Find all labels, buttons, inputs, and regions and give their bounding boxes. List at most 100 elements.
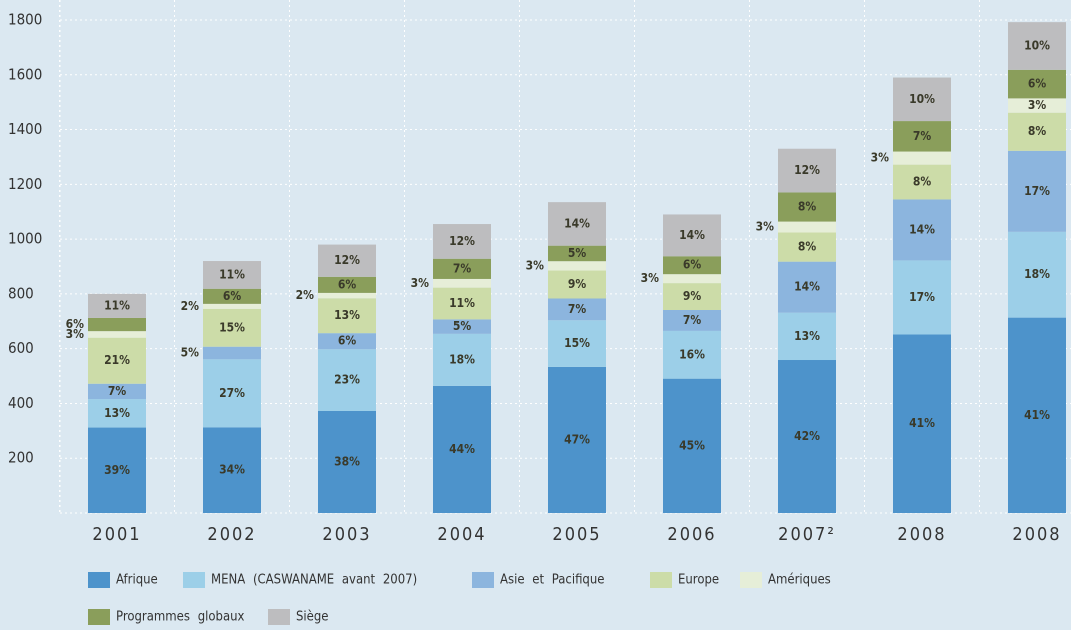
x-tick-label: 2002 xyxy=(207,524,256,545)
data-label: 15% xyxy=(219,320,245,334)
data-label: 3% xyxy=(411,276,430,290)
data-label: 8% xyxy=(1028,124,1047,138)
bar-segment xyxy=(663,309,721,331)
legend-label: Amériques xyxy=(768,573,831,588)
data-label: 11% xyxy=(219,267,245,281)
legend-swatch xyxy=(740,572,762,588)
data-label: 9% xyxy=(683,289,702,303)
bar-segment xyxy=(88,317,146,332)
bar-segment xyxy=(663,256,721,275)
bar-segment xyxy=(433,278,491,288)
data-label: 6% xyxy=(338,277,357,291)
data-label: 23% xyxy=(334,373,360,387)
data-label: 12% xyxy=(794,163,820,177)
bar-segment xyxy=(203,261,261,289)
data-label: 44% xyxy=(449,442,475,456)
bar-segment xyxy=(88,331,146,338)
y-tick-label: 1000 xyxy=(8,230,42,248)
data-label: 7% xyxy=(913,129,932,143)
data-label: 42% xyxy=(794,429,820,443)
bar-segment xyxy=(318,276,376,293)
data-label: 9% xyxy=(568,277,587,291)
bar-segment xyxy=(548,202,606,246)
x-tick-label: 2007² xyxy=(778,524,836,545)
y-tick-label: 600 xyxy=(8,339,34,357)
x-tick-label: 2003 xyxy=(322,524,371,545)
x-tick-label: 2001 xyxy=(92,524,141,545)
bar-segment xyxy=(663,283,721,310)
data-label: 3% xyxy=(641,271,660,285)
bar-segment xyxy=(318,333,376,350)
data-label: 18% xyxy=(449,352,475,366)
legend-label: Siège xyxy=(296,610,329,625)
data-label: 7% xyxy=(453,261,472,275)
legend-swatch xyxy=(88,572,110,588)
bar-segment xyxy=(548,270,606,299)
y-tick-label: 800 xyxy=(8,284,34,302)
data-label: 21% xyxy=(104,353,130,367)
bar-segment xyxy=(778,312,836,361)
data-label: 8% xyxy=(798,200,817,214)
bar-segment xyxy=(88,293,146,318)
data-label: 3% xyxy=(66,327,85,341)
data-label: 13% xyxy=(794,329,820,343)
data-label: 13% xyxy=(104,406,130,420)
bar-segment xyxy=(548,245,606,262)
bar-segment xyxy=(203,427,261,513)
bar-segment xyxy=(548,320,606,367)
data-label: 3% xyxy=(1028,98,1047,112)
bar-segment xyxy=(778,221,836,233)
data-label: 6% xyxy=(1028,77,1047,91)
bar-segment xyxy=(893,77,951,122)
data-label: 17% xyxy=(1024,184,1050,198)
bar-segment xyxy=(88,399,146,428)
y-tick-label: 1600 xyxy=(8,65,42,83)
bar-segment xyxy=(203,359,261,428)
data-label: 6% xyxy=(683,258,702,272)
bar-segment xyxy=(318,349,376,412)
bar-segment xyxy=(1008,112,1066,151)
bar-segment xyxy=(203,308,261,347)
data-label: 3% xyxy=(526,258,545,272)
data-label: 7% xyxy=(568,302,587,316)
data-label: 41% xyxy=(909,416,935,430)
bar-segment xyxy=(1008,98,1066,113)
bar-segment xyxy=(88,427,146,513)
data-label: 38% xyxy=(334,455,360,469)
x-tick-label: 2008 xyxy=(897,524,946,545)
data-label: 3% xyxy=(756,220,775,234)
data-label: 47% xyxy=(564,432,590,446)
data-label: 17% xyxy=(909,290,935,304)
data-label: 11% xyxy=(449,296,475,310)
data-label: 34% xyxy=(219,463,245,477)
data-label: 11% xyxy=(104,298,130,312)
bar-segment xyxy=(1008,317,1066,513)
bar-segment xyxy=(1008,69,1066,99)
data-label: 14% xyxy=(794,280,820,294)
y-tick-label: 1200 xyxy=(8,175,42,193)
bar-segment xyxy=(893,260,951,335)
bar-segment xyxy=(893,164,951,200)
bar-segment xyxy=(318,292,376,299)
bar-segment xyxy=(1008,150,1066,232)
bar-segment xyxy=(433,319,491,334)
bar-segment xyxy=(893,121,951,152)
bar-segment xyxy=(663,378,721,513)
data-label: 7% xyxy=(683,313,702,327)
y-tick-label: 400 xyxy=(8,394,34,412)
bar-segment xyxy=(433,287,491,320)
bar-segment xyxy=(1008,22,1066,70)
bar-segment xyxy=(548,261,606,271)
legend-label: Asie et Pacifique xyxy=(500,573,604,588)
bar-segment xyxy=(778,192,836,222)
data-label: 39% xyxy=(104,463,130,477)
bar-segment xyxy=(433,333,491,386)
x-tick-label: 2004 xyxy=(437,524,486,545)
bar-segment xyxy=(778,360,836,513)
data-label: 8% xyxy=(913,175,932,189)
bar-segment xyxy=(893,151,951,165)
legend-label: Europe xyxy=(678,573,719,588)
legend-swatch xyxy=(88,609,110,625)
bar-segment xyxy=(548,366,606,513)
bar-segment xyxy=(88,383,146,400)
